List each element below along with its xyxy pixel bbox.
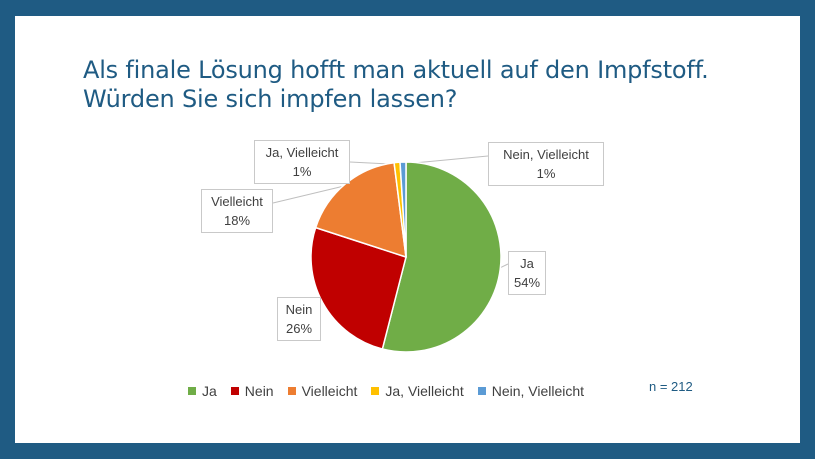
legend-label-vielleicht: Vielleicht [301, 383, 358, 399]
legend-label-nein-vielleicht: Nein, Vielleicht [491, 383, 585, 399]
legend-item-nein: Nein [230, 383, 274, 399]
label-ja-vielleicht-value: 1% [292, 164, 312, 179]
legend-label-ja: Ja [202, 383, 217, 399]
data-label-ja: Ja 54% [508, 251, 546, 295]
legend-swatch-nein-vielleicht [477, 387, 486, 395]
data-label-nein: Nein 26% [277, 297, 321, 341]
label-nein-value: 26% [285, 321, 313, 336]
data-label-vielleicht: Vielleicht 18% [201, 189, 273, 233]
label-vielleicht-value: 18% [223, 213, 251, 228]
label-ja-vielleicht-category: Ja, Vielleicht [265, 145, 339, 160]
label-nein-vielleicht-category: Nein, Vielleicht [503, 147, 589, 162]
pie-chart [272, 155, 509, 353]
legend-swatch-vielleicht [287, 387, 296, 395]
slide: Als finale Lösung hofft man aktuell auf … [15, 16, 800, 443]
legend-item-vielleicht: Vielleicht [287, 383, 358, 399]
legend-swatch-ja-vielleicht [371, 387, 380, 395]
label-ja-value: 54% [513, 275, 541, 290]
chart-legend: Ja Nein Vielleicht Ja, Vielleicht Nein, … [188, 382, 584, 400]
legend-item-ja-vielleicht: Ja, Vielleicht [371, 383, 464, 399]
slide-title: Als finale Lösung hofft man aktuell auf … [83, 56, 783, 114]
sample-size-note: n = 212 [649, 379, 693, 394]
label-nein-category: Nein [285, 302, 313, 317]
legend-swatch-ja [188, 387, 196, 395]
legend-item-nein-vielleicht: Nein, Vielleicht [477, 383, 585, 399]
pie-slice-nein [310, 226, 407, 350]
data-label-nein-vielleicht: Nein, Vielleicht 1% [488, 142, 604, 186]
pie-slice-nein-vielleicht [399, 161, 407, 258]
label-ja-category: Ja [520, 256, 534, 271]
leader-line-vielleicht [272, 184, 347, 204]
legend-label-ja-vielleicht: Ja, Vielleicht [385, 383, 464, 399]
title-line-1: Als finale Lösung hofft man aktuell auf … [83, 56, 709, 84]
data-label-ja-vielleicht: Ja, Vielleicht 1% [254, 140, 350, 184]
legend-swatch-nein [230, 387, 239, 395]
title-line-2: Würden Sie sich impfen lassen? [83, 85, 458, 113]
label-vielleicht-category: Vielleicht [211, 194, 263, 209]
legend-label-nein: Nein [244, 383, 274, 399]
label-nein-vielleicht-value: 1% [536, 166, 556, 181]
legend-item-ja: Ja [188, 383, 217, 399]
pie-slices [310, 161, 502, 353]
pie-slice-ja [381, 161, 502, 353]
